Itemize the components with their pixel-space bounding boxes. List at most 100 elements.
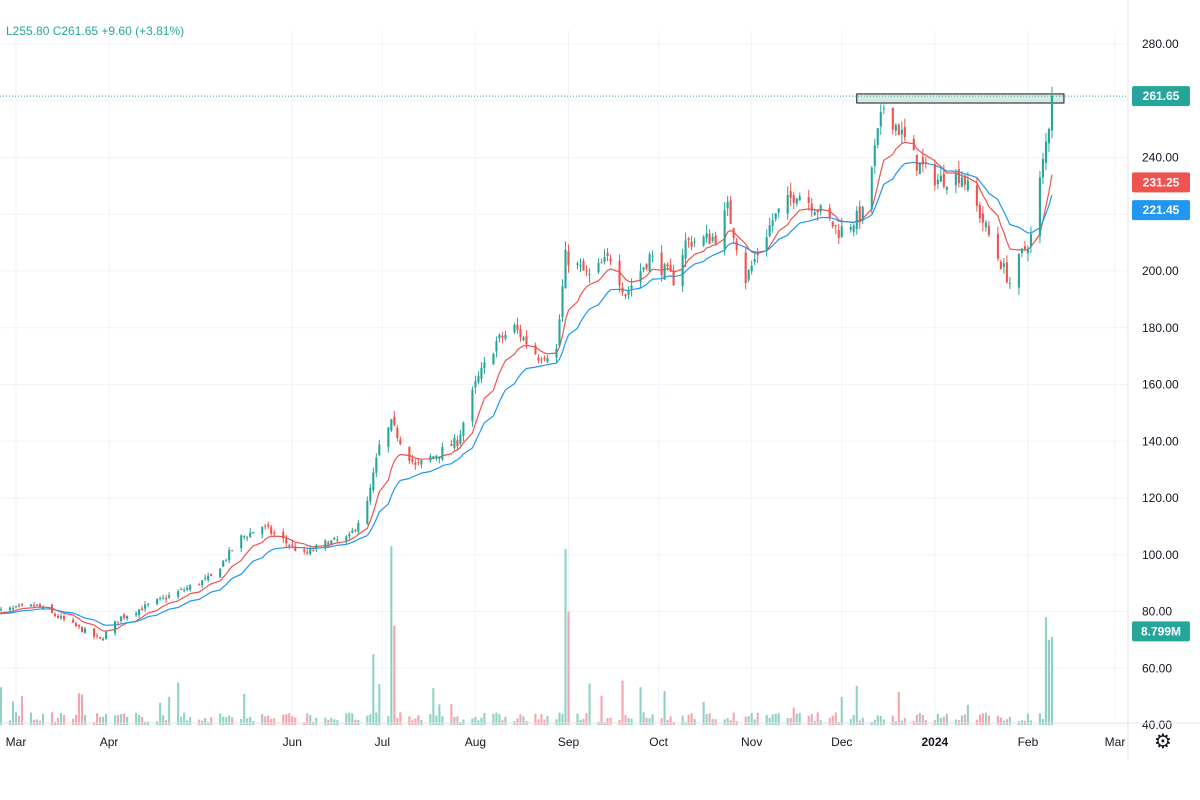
candle — [306, 548, 309, 556]
candle — [189, 584, 192, 592]
volume-bar — [105, 713, 108, 725]
candle — [942, 164, 945, 189]
candle — [462, 421, 465, 442]
volume-bar — [324, 717, 327, 725]
candle — [639, 263, 642, 288]
y-tick-label: 40.00 — [1142, 718, 1172, 732]
ohlc-legend: L255.80 C261.65 +9.60 (+3.81%) — [6, 24, 184, 38]
volume-bar — [20, 696, 24, 725]
candle — [78, 624, 81, 630]
volume-bar — [420, 719, 423, 725]
candle — [669, 258, 672, 272]
candle — [474, 375, 477, 394]
candle — [792, 191, 795, 210]
volume-bar — [366, 715, 369, 725]
volume-bar — [267, 715, 270, 725]
candle — [666, 262, 669, 271]
zone-rectangle[interactable] — [856, 93, 1065, 104]
candle — [537, 354, 540, 364]
candle — [513, 322, 516, 335]
candle — [894, 123, 897, 136]
candle — [62, 614, 66, 622]
volume-bar — [582, 718, 585, 725]
candle — [8, 606, 12, 613]
volume-bar — [222, 716, 225, 725]
candle — [429, 453, 432, 463]
candle — [651, 250, 654, 263]
time-axis[interactable]: Mar Apr Jun Jul Aug Sep Oct Nov Dec 2024 Feb Mar — [0, 722, 1200, 749]
ema-line — [0, 141, 1053, 632]
volume-bar — [306, 713, 309, 725]
candle — [873, 138, 876, 174]
volume-bar — [429, 714, 432, 725]
volume-bar — [99, 717, 102, 725]
candle — [1038, 171, 1041, 244]
candle — [249, 528, 252, 538]
candle — [135, 611, 138, 618]
volume-bar — [441, 716, 444, 725]
volume-bar — [288, 713, 291, 725]
volume-bar — [942, 716, 945, 725]
candle — [228, 547, 231, 564]
volume-bar — [564, 549, 567, 725]
candle — [861, 205, 864, 224]
candle — [834, 224, 837, 235]
candle — [597, 258, 600, 275]
volume-bar — [600, 695, 603, 725]
candle — [357, 519, 360, 535]
volume-bar — [585, 712, 588, 725]
candle — [876, 128, 879, 149]
candle — [0, 606, 3, 612]
volume-bar — [669, 716, 672, 725]
candle — [588, 268, 591, 283]
candle — [630, 278, 633, 297]
price-axis[interactable]: 280.00260.00240.00220.00200.00180.00160.… — [1127, 0, 1179, 760]
volume-bar — [32, 719, 36, 725]
volume-bar — [351, 713, 354, 725]
candle — [732, 227, 735, 243]
candle — [831, 221, 834, 229]
volume-bar — [81, 694, 84, 725]
volume-bar — [534, 713, 537, 725]
volume-bar — [945, 713, 948, 725]
candle — [231, 550, 234, 552]
candle — [954, 168, 957, 194]
gear-icon[interactable]: ⚙ — [1154, 731, 1172, 753]
volume-bar — [645, 717, 648, 725]
candle — [246, 535, 249, 542]
volume-bar — [14, 712, 18, 725]
price-candles — [0, 86, 1053, 641]
candle — [606, 247, 609, 262]
volume-bar — [243, 693, 246, 725]
candle — [1029, 226, 1032, 254]
candle — [771, 213, 774, 233]
volume-bar — [495, 712, 498, 725]
volume-bar — [261, 714, 264, 725]
candle — [93, 627, 96, 640]
candle — [744, 246, 747, 290]
candle — [336, 536, 339, 543]
volume-bar — [17, 715, 21, 725]
candle — [525, 330, 528, 349]
volume-bar — [492, 713, 495, 725]
candle — [897, 123, 900, 136]
candle — [627, 286, 630, 300]
x-tick-label: Mar — [6, 735, 27, 749]
candle — [1020, 247, 1023, 258]
candle — [198, 583, 201, 586]
volume-bar — [786, 718, 789, 725]
candle — [492, 352, 495, 365]
volume-bar — [375, 712, 378, 725]
candle — [546, 355, 549, 364]
candle — [813, 208, 816, 216]
volume-bar — [537, 719, 540, 725]
candle — [483, 356, 486, 374]
candle — [53, 612, 57, 618]
volume-bar — [807, 715, 810, 725]
volume-bar — [135, 712, 138, 725]
volume-bar — [768, 717, 771, 725]
candle — [41, 605, 45, 610]
candle — [816, 208, 819, 222]
candle — [645, 263, 648, 271]
